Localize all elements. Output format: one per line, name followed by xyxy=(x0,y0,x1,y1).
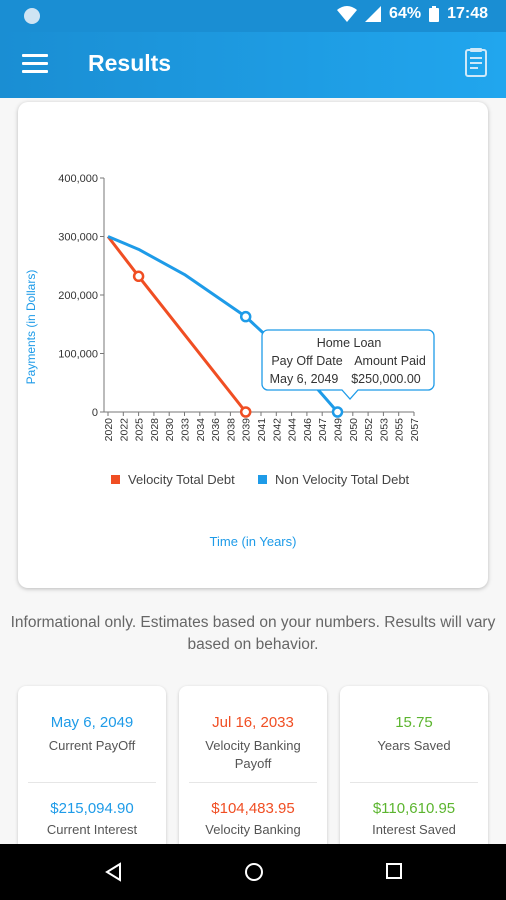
chart-card: 0 100,000 200,000 300,000 400,000 2020 2022 20… xyxy=(18,102,488,588)
x-tick-label: 2055 xyxy=(394,418,406,442)
series-line-0 xyxy=(106,235,247,413)
disclaimer-text: Informational only. Estimates based on y… xyxy=(10,614,496,653)
current-payoff-value: May 6, 2049 xyxy=(50,714,134,731)
home-icon[interactable] xyxy=(244,862,264,882)
data-point[interactable] xyxy=(132,270,145,283)
x-tick-label: 2034 xyxy=(195,418,207,442)
interest-saved-value: $110,610.95 xyxy=(372,800,456,817)
x-tick-label: 2038 xyxy=(225,418,237,442)
x-tick-label: 2036 xyxy=(210,418,222,442)
legend-label-non-velocity: Non Velocity Total Debt xyxy=(275,472,410,487)
navigation-bar xyxy=(0,844,506,900)
years-saved-label: Years Saved xyxy=(377,738,451,753)
page-title: Results xyxy=(88,50,172,76)
notification-icon xyxy=(24,8,40,24)
chart-tooltip: Home Loan Pay Off Date Amount Paid May 6… xyxy=(261,329,435,400)
divider xyxy=(28,782,156,783)
x-tick-label: 2053 xyxy=(378,418,390,442)
legend-label-velocity: Velocity Total Debt xyxy=(128,472,235,487)
velocity-payoff-label: Velocity Banking Payoff xyxy=(205,738,301,771)
x-tick-label: 2033 xyxy=(180,418,192,442)
recents-icon[interactable] xyxy=(385,862,403,880)
x-tick-label: 2025 xyxy=(134,418,146,442)
x-tick-label: 2042 xyxy=(271,418,283,442)
years-saved-value: 15.75 xyxy=(395,714,433,731)
metric-card-saved: 15.75 Years Saved $110,610.95 Interest S… xyxy=(340,686,488,866)
x-tick-label: 2039 xyxy=(241,418,253,442)
y-tick-label: 100,000 xyxy=(58,349,98,361)
report-icon[interactable] xyxy=(464,48,488,78)
velocity-interest-value: $104,483.95 xyxy=(211,800,295,817)
signal-icon xyxy=(365,6,382,22)
back-icon[interactable] xyxy=(104,862,122,882)
velocity-interest-label: Velocity Banking xyxy=(205,822,301,837)
x-tick-label: 2050 xyxy=(348,418,360,442)
legend-swatch-velocity xyxy=(111,475,120,484)
x-tick-label: 2052 xyxy=(363,418,375,442)
tooltip-col1-value: May 6, 2049 xyxy=(270,372,339,386)
tooltip-title: Home Loan xyxy=(317,336,382,350)
x-tick-label: 2044 xyxy=(287,418,299,442)
current-interest-label: Current Interest xyxy=(46,822,138,837)
data-point[interactable] xyxy=(331,406,344,418)
wifi-icon xyxy=(337,6,358,22)
data-point[interactable] xyxy=(239,406,252,418)
y-axis-label: Payments (in Dollars) xyxy=(24,270,38,385)
app-bar: Results xyxy=(0,32,506,98)
x-tick-label: 2030 xyxy=(164,418,176,442)
legend-swatch-non-velocity xyxy=(258,475,267,484)
battery-icon xyxy=(429,6,440,22)
x-tick-label: 2041 xyxy=(256,418,268,442)
x-tick-label: 2049 xyxy=(333,418,345,442)
metric-card-velocity: Jul 16, 2033 Velocity Banking Payoff $10… xyxy=(179,686,327,866)
line-chart[interactable]: 0 100,000 200,000 300,000 400,000 2020 2022 20… xyxy=(18,102,488,588)
velocity-payoff-value: Jul 16, 2033 xyxy=(212,714,294,731)
x-tick-label: 2022 xyxy=(118,418,130,442)
x-axis-label: Time (in Years) xyxy=(210,534,297,549)
interest-saved-label: Interest Saved xyxy=(372,822,456,837)
x-tick-label: 2057 xyxy=(409,418,421,442)
x-tick-label: 2020 xyxy=(103,418,115,442)
battery-level: 64% xyxy=(389,5,422,22)
current-interest-value: $215,094.90 xyxy=(50,800,134,817)
tooltip-col2-header: Amount Paid xyxy=(354,354,426,368)
y-tick-label: 400,000 xyxy=(58,173,98,185)
divider xyxy=(350,782,478,783)
current-payoff-label: Current PayOff xyxy=(48,738,136,753)
clock: 17:48 xyxy=(447,5,488,22)
x-tick-label: 2046 xyxy=(302,418,314,442)
tooltip-col2-value: $250,000.00 xyxy=(351,372,421,386)
x-tick-label: 2047 xyxy=(317,418,329,442)
metric-card-current: May 6, 2049 Current PayOff $215,094.90 C… xyxy=(18,686,166,866)
chart-legend: Velocity Total Debt Non Velocity Total D… xyxy=(111,472,410,487)
y-tick-label: 300,000 xyxy=(58,232,98,244)
divider xyxy=(189,782,317,783)
data-point[interactable] xyxy=(239,310,252,323)
y-tick-label: 200,000 xyxy=(58,290,98,302)
tooltip-col1-header: Pay Off Date xyxy=(271,354,342,368)
hamburger-icon[interactable] xyxy=(22,54,48,74)
status-bar: 64% 17:48 xyxy=(0,0,506,32)
y-tick-label: 0 xyxy=(92,407,98,419)
x-tick-label: 2028 xyxy=(149,418,161,442)
